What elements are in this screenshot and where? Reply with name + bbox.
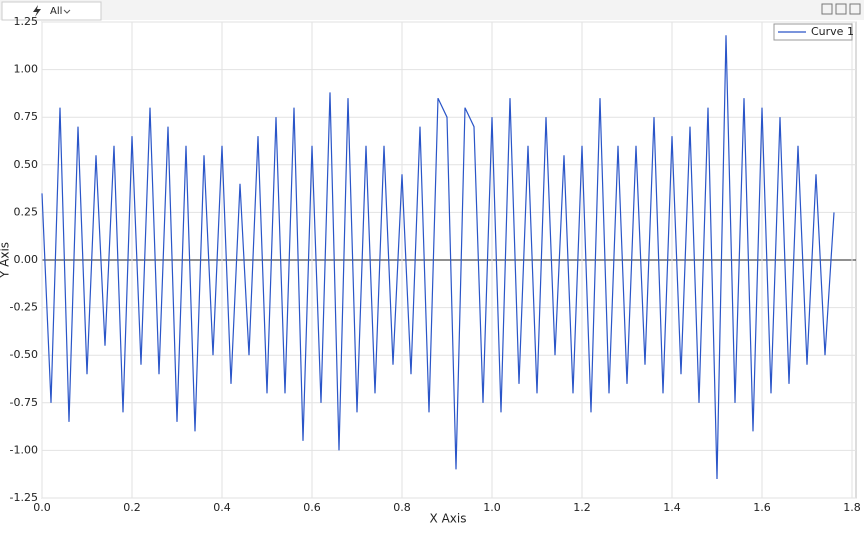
legend-label: Curve 1 (811, 25, 854, 38)
toolbar (0, 0, 864, 20)
x-tick-label: 0.4 (213, 501, 231, 514)
y-axis-label: Y Axis (0, 242, 12, 279)
curve (41, 35, 835, 480)
y-tick-label: 1.00 (14, 63, 39, 76)
y-tick-label: 0.25 (14, 205, 39, 218)
x-tick-label: 0.6 (303, 501, 321, 514)
x-axis-label: X Axis (430, 512, 467, 526)
y-tick-label: -0.75 (10, 396, 38, 409)
x-tick-label: 0.8 (393, 501, 411, 514)
y-tick-label: -0.50 (10, 348, 38, 361)
tab-label[interactable]: All (50, 6, 62, 17)
y-tick-label: 0.75 (14, 110, 39, 123)
tool-icon[interactable] (821, 3, 833, 15)
dropdown-arrow[interactable] (63, 9, 71, 14)
x-tick-label: 1.2 (573, 501, 591, 514)
tab[interactable] (1, 1, 102, 21)
y-tick-label: -0.25 (10, 301, 38, 314)
tool-icon[interactable] (835, 3, 847, 15)
y-tick-label: 0.00 (14, 253, 39, 266)
x-tick-label: 1.4 (663, 501, 681, 514)
y-tick-label: 0.50 (14, 158, 39, 171)
x-tick-label: 1.0 (483, 501, 501, 514)
y-tick-label: 1.25 (14, 15, 39, 28)
icon (33, 5, 41, 17)
x-tick-label: 1.8 (843, 501, 861, 514)
x-tick-label: 1.6 (753, 501, 771, 514)
legend-box (773, 23, 853, 41)
tool-icon[interactable] (849, 3, 861, 15)
x-tick-label: 0.0 (33, 501, 51, 514)
y-tick-label: -1.00 (10, 443, 38, 456)
y-tick-label: -1.25 (10, 491, 38, 504)
x-tick-label: 0.2 (123, 501, 141, 514)
